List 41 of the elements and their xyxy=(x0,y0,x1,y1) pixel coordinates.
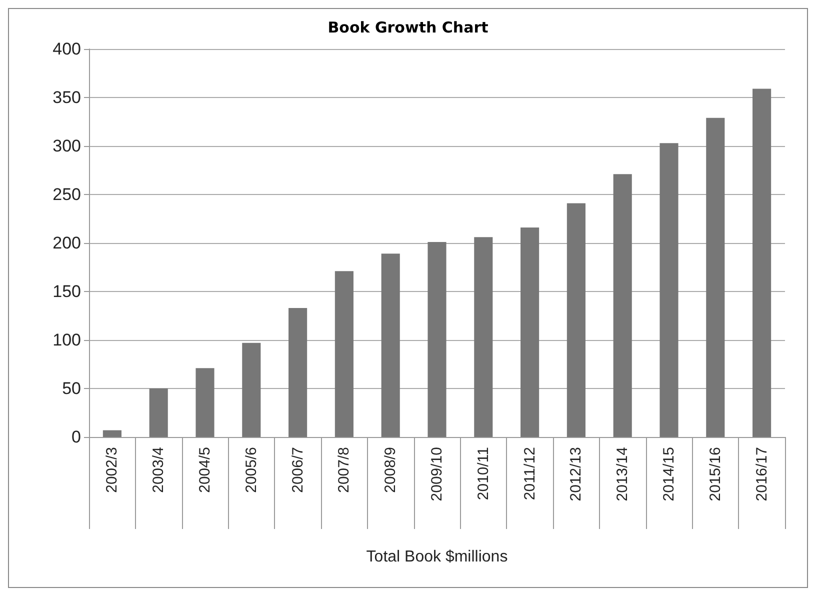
x-tick-label: 2009/10 xyxy=(428,447,446,502)
chart-title: Book Growth Chart xyxy=(328,18,488,36)
y-tick-label: 300 xyxy=(52,136,81,156)
y-tick-label: 50 xyxy=(62,379,81,398)
x-tick-label: 2004/5 xyxy=(196,447,214,493)
bar xyxy=(428,242,446,437)
bar xyxy=(196,368,214,437)
x-tick-label: 2015/16 xyxy=(706,447,724,502)
x-tick-label: 2011/12 xyxy=(521,447,538,500)
x-tick-label: 2007/8 xyxy=(336,447,353,493)
y-tick-label: 150 xyxy=(52,282,81,301)
y-tick-label: 350 xyxy=(52,88,81,107)
x-tick-label: 2010/11 xyxy=(474,447,492,500)
bar xyxy=(474,237,493,437)
y-tick-label: 100 xyxy=(52,330,81,350)
x-tick-label: 2008/9 xyxy=(382,447,400,493)
bar xyxy=(613,174,632,437)
x-axis-title: Total Book $millions xyxy=(366,548,508,566)
bar xyxy=(288,308,308,437)
x-tick-label: 2006/7 xyxy=(289,447,306,493)
x-tick-label: 2003/4 xyxy=(150,447,168,493)
y-tick-label: 200 xyxy=(52,234,81,252)
x-tick-label: 2002/3 xyxy=(104,447,121,493)
bar xyxy=(242,342,261,437)
bar xyxy=(149,388,168,437)
bar xyxy=(660,143,678,437)
bar xyxy=(706,118,725,437)
bar xyxy=(752,88,772,437)
x-tick-label: 2013/14 xyxy=(614,447,632,502)
y-tick-label: 250 xyxy=(52,185,81,204)
x-tick-label: 2014/15 xyxy=(660,447,678,502)
x-tick-label: 2012/13 xyxy=(568,447,585,502)
bar xyxy=(334,271,354,437)
bar xyxy=(381,254,400,437)
y-tick-label: 400 xyxy=(52,40,81,58)
bar xyxy=(520,227,540,437)
bar xyxy=(102,430,122,437)
x-tick-label: 2005/6 xyxy=(242,447,260,493)
bar xyxy=(566,203,586,437)
y-tick-label: 0 xyxy=(72,428,81,446)
x-tick-label: 2016/17 xyxy=(753,447,770,502)
